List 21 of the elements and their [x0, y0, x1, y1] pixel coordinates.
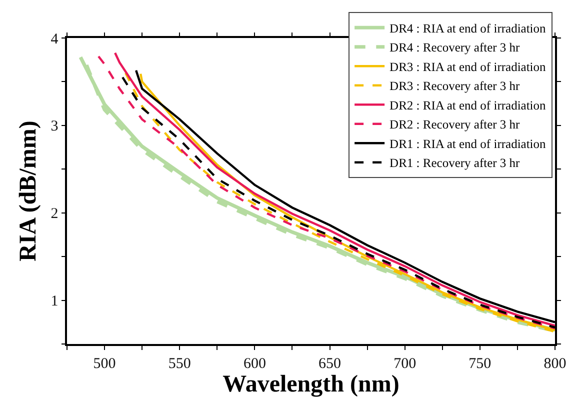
legend-label: DR3 : Recovery after 3 hr — [390, 79, 521, 94]
y-tick-label: 4 — [50, 31, 59, 48]
y-tick-label: 1 — [50, 294, 58, 310]
x-tick-label: 750 — [468, 356, 492, 372]
legend-label: DR4 : Recovery after 3 hr — [390, 40, 521, 55]
legend-label: DR3 : RIA at end of irradiation — [390, 60, 547, 74]
x-tick-label: 600 — [243, 356, 266, 372]
legend-label: DR2 : Recovery after 3 hr — [390, 118, 521, 132]
y-tick-label: 2 — [50, 206, 58, 222]
legend-label: DR4 : RIA at end of irradiation — [390, 21, 547, 36]
legend-label: DR1 : Recovery after 3 hr — [390, 156, 521, 170]
y-tick-label: 3 — [50, 118, 58, 135]
x-axis-title: Wavelength (nm) — [222, 372, 400, 398]
legend-label: DR1 : RIA at end of irradiation — [390, 136, 547, 151]
y-axis-title: RIA (dB/mm) — [15, 120, 42, 262]
x-tick-label: 650 — [318, 356, 342, 372]
x-tick-label: 550 — [168, 356, 191, 372]
x-tick-label: 800 — [544, 356, 566, 372]
x-tick-label: 500 — [93, 356, 116, 372]
legend-label: DR2 : RIA at end of irradiation — [390, 98, 547, 112]
x-tick-label: 700 — [394, 356, 416, 372]
